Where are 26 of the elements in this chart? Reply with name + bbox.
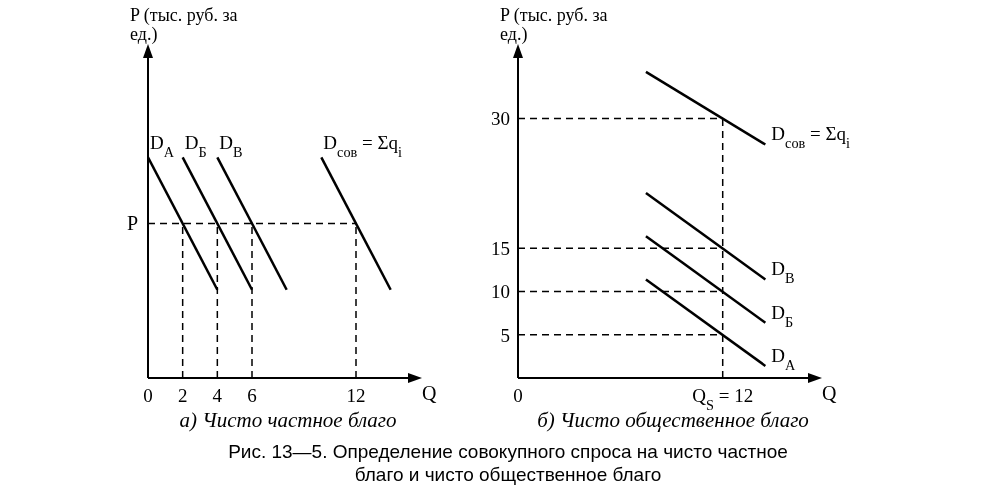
series-label: D$_{В}$ — [771, 258, 795, 287]
x-tick-label: 2 — [177, 385, 188, 406]
y-axis-title: P (тыс. руб. за ед.) — [500, 5, 608, 44]
text: Рис. 13—5. Определение совокупного спроса на чисто частное благо и чисто общественное благо — [228, 440, 788, 486]
x-tick-label: 12 — [346, 385, 366, 406]
x-tick-label: 4 — [212, 385, 223, 406]
y-axis-title: P (тыс. руб. за ед.) — [130, 5, 238, 44]
series-label: D$_{сов}$ = Σq$_{i}$ — [771, 123, 851, 152]
series-label: D$_{Б}$ — [771, 301, 794, 330]
x-axis-title: Q — [822, 382, 837, 405]
x-tick-label: Q$_{S}$ = 12 — [692, 385, 754, 413]
x-axis-title: Q — [422, 382, 437, 405]
annotation: P — [126, 211, 138, 234]
x-tick-label: 0 — [513, 385, 523, 406]
series-label: D$_{сов}$ = Σq$_{i}$ — [323, 132, 403, 161]
y-tick-label: 30 — [491, 108, 510, 130]
series-label: D$_{Б}$ — [184, 132, 207, 161]
y-tick-label: 15 — [491, 238, 510, 260]
series-label: D$_{В}$ — [219, 132, 243, 161]
y-tick-label: 5 — [500, 324, 510, 346]
x-tick-label: 6 — [247, 385, 257, 406]
x-tick-label: 0 — [143, 385, 153, 406]
text: a) Чисто частное благо — [178, 408, 398, 433]
y-tick-label: 10 — [491, 281, 510, 303]
series-label: D$_{А}$ — [150, 132, 175, 161]
series-label: D$_{А}$ — [771, 344, 797, 373]
